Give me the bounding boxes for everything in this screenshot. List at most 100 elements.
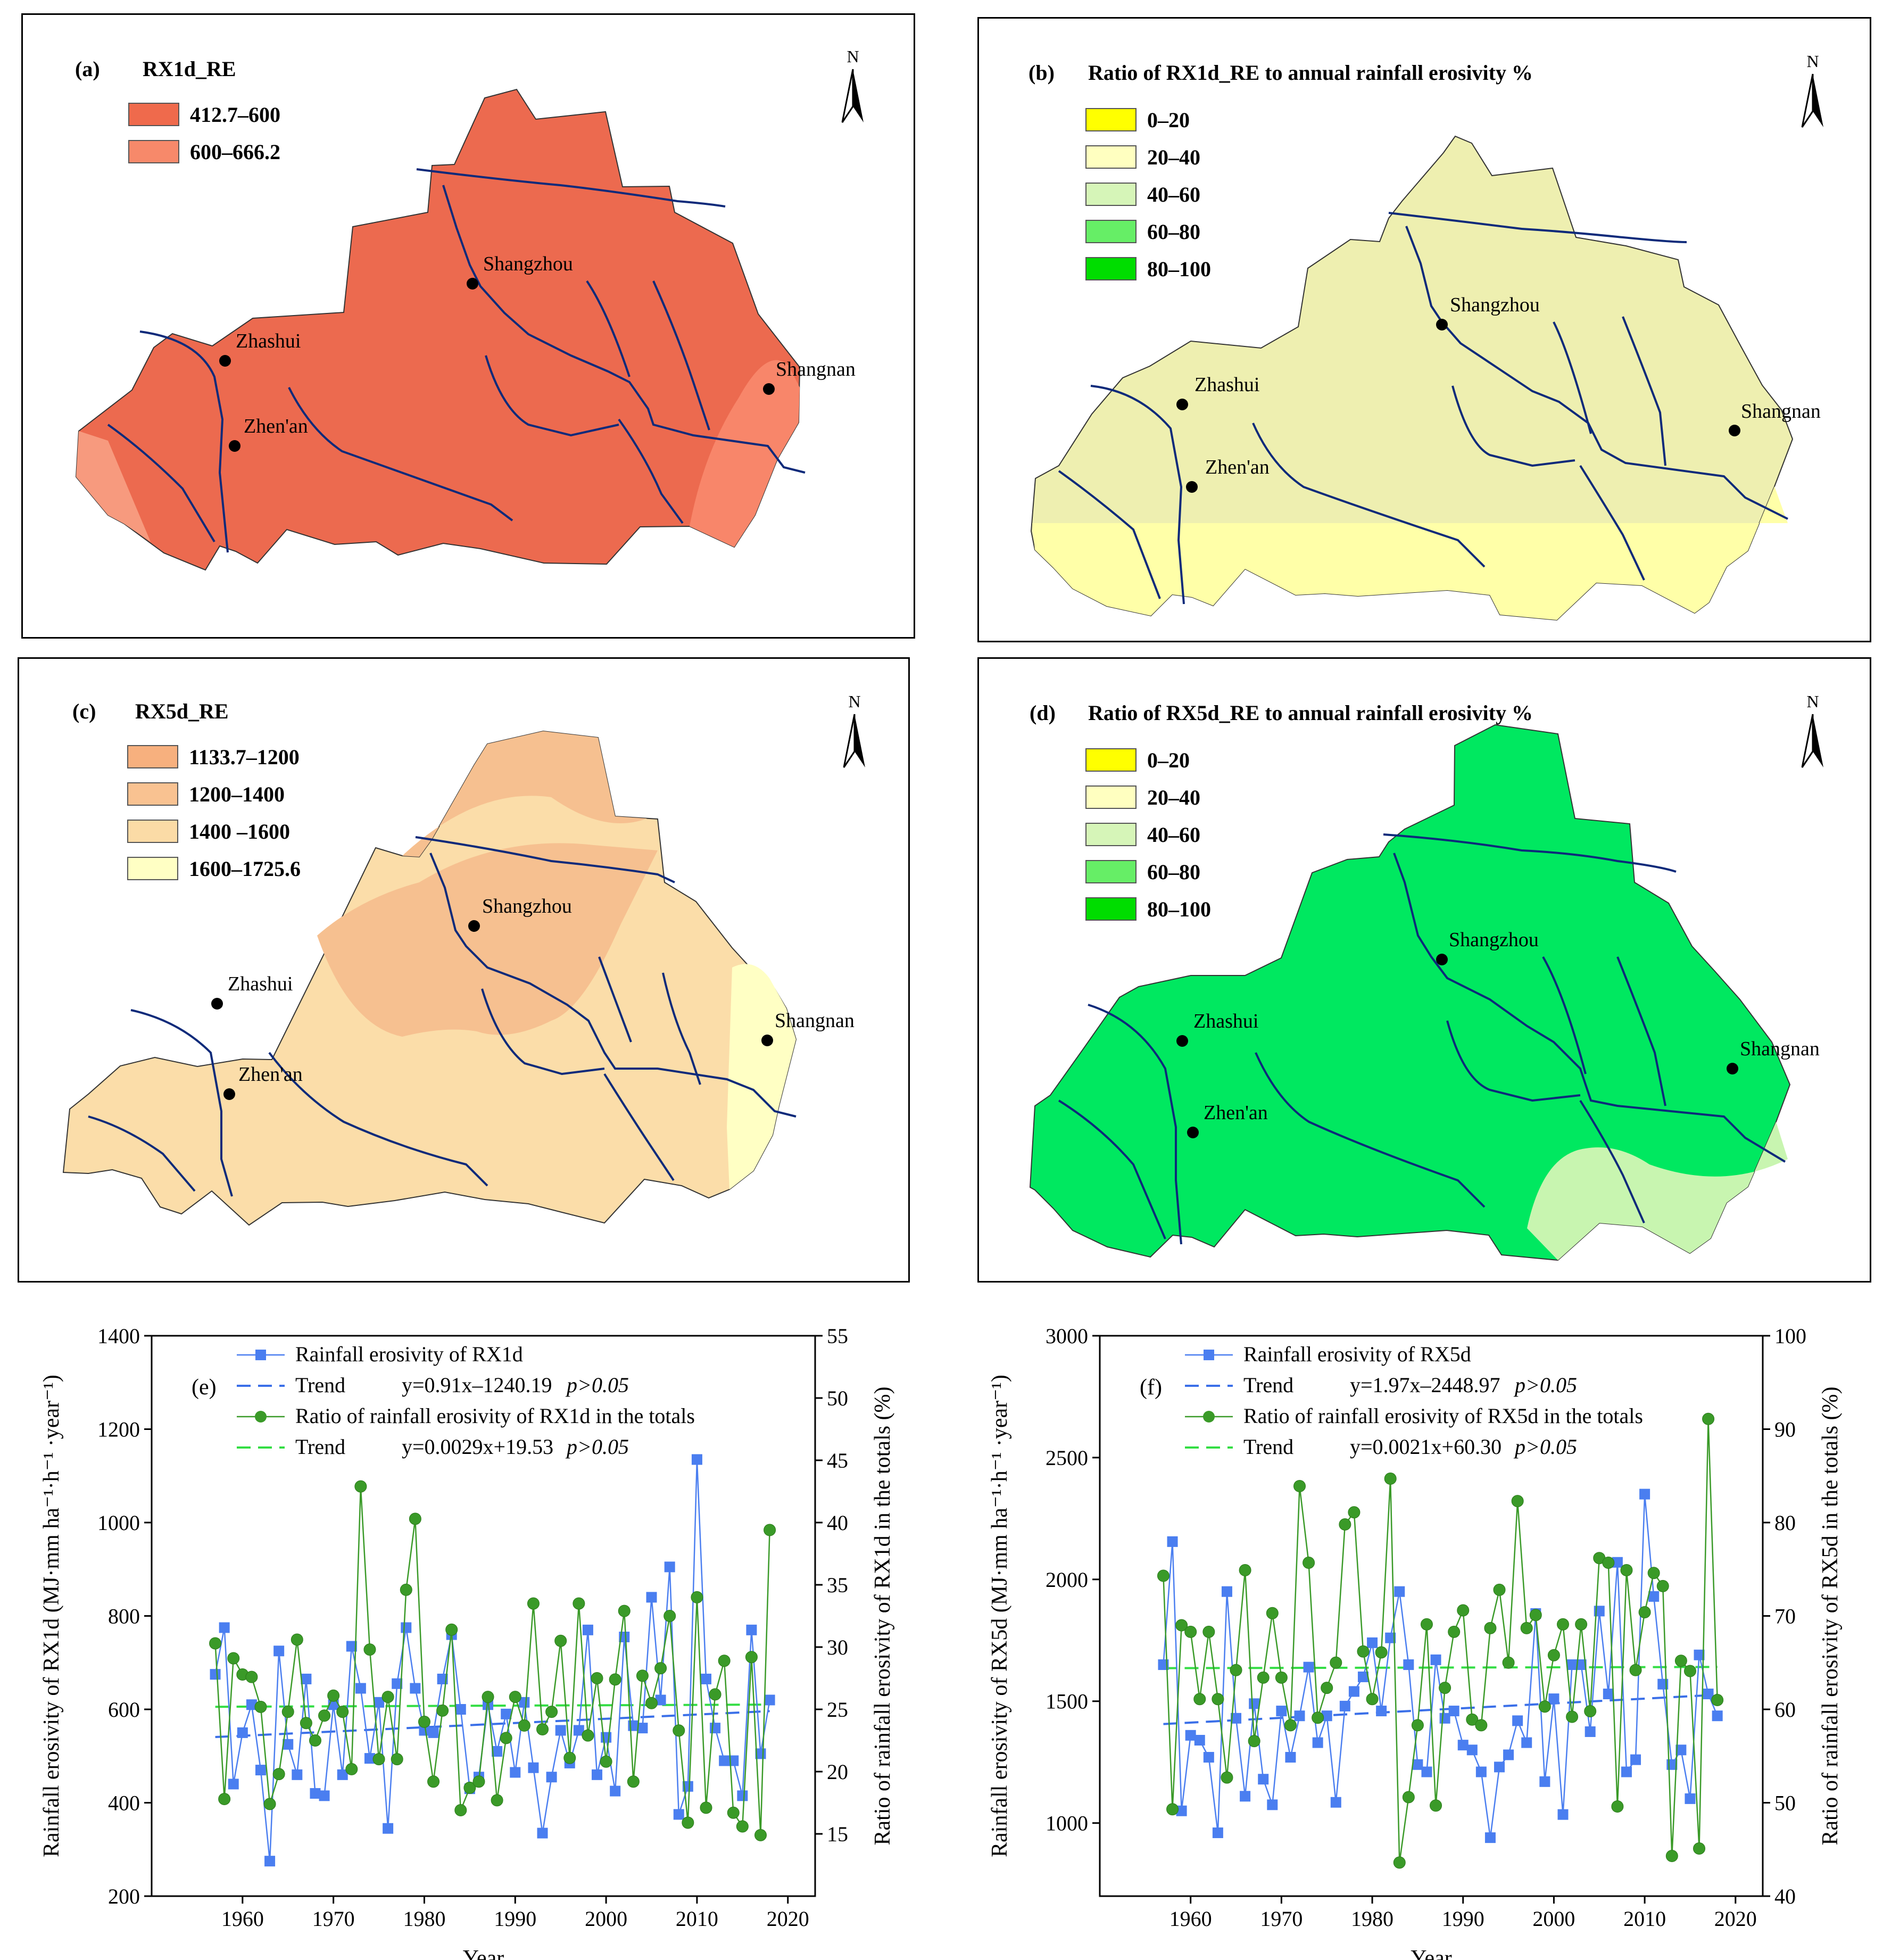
legend-label: Trend <box>295 1373 345 1397</box>
data-point-square <box>419 1725 430 1736</box>
data-point-square <box>346 1641 357 1652</box>
city-zhashui: Zhashui <box>228 973 293 995</box>
x-tick-label: 2020 <box>1714 1907 1757 1931</box>
accent-zone-2 <box>76 431 151 542</box>
data-point-square <box>582 1624 593 1635</box>
legend-swatch <box>127 820 178 843</box>
legend-label: Ratio of rainfall erosivity of RX5d in t… <box>1243 1404 1643 1428</box>
north-label: N <box>1806 52 1819 71</box>
data-point-circle <box>1611 1800 1624 1813</box>
data-point-circle <box>1702 1412 1715 1425</box>
data-point-circle <box>245 1670 258 1683</box>
data-point-circle <box>1330 1656 1342 1669</box>
y-right-axis-label: Ratio of rainfall erosivity of RX5d in t… <box>1818 1387 1843 1846</box>
data-point-square <box>537 1827 548 1839</box>
data-point-square <box>1249 1698 1260 1709</box>
data-point-square <box>1475 1766 1487 1777</box>
data-point-square <box>1312 1737 1323 1748</box>
data-point-circle <box>1257 1671 1270 1684</box>
x-tick-label: 1960 <box>1169 1907 1212 1931</box>
data-point-circle <box>1284 1719 1297 1732</box>
data-point-square <box>1603 1689 1614 1700</box>
panel-label: (d) <box>1030 701 1056 725</box>
legend-item: 600–666.2 <box>128 133 280 170</box>
data-point-square <box>573 1725 584 1736</box>
data-point-circle <box>1511 1495 1524 1508</box>
data-point-square <box>510 1767 521 1778</box>
data-point-circle <box>609 1673 621 1686</box>
data-point-square <box>1339 1700 1350 1711</box>
data-point-circle <box>318 1709 331 1722</box>
legend-item: 1200–1400 <box>127 775 301 813</box>
data-point-circle <box>1638 1606 1651 1618</box>
data-point-square <box>664 1561 675 1573</box>
legend-swatch <box>1085 145 1137 169</box>
city-zhashui: Zhashui <box>1194 374 1259 396</box>
legend-marker <box>1204 1350 1214 1360</box>
legend-label: 1200–1400 <box>189 782 285 806</box>
north-label: N <box>847 47 859 66</box>
data-point-circle <box>1430 1799 1442 1812</box>
map-panel-c: Shangzhou Zhashui Zhen'an Shangnan (c) R… <box>18 657 910 1283</box>
data-point-square <box>1321 1710 1332 1722</box>
data-point-square <box>1448 1706 1459 1717</box>
y-right-tick-label: 55 <box>827 1324 848 1348</box>
data-point-square <box>592 1769 603 1780</box>
chart-f: 1960 1970 1980 1990 2000 2010 2020 1000 1500 2000… <box>988 1324 1843 1960</box>
y-right-axis-label: Ratio of rainfall erosivity of RX1d in t… <box>870 1387 895 1846</box>
data-point-square <box>455 1704 466 1715</box>
data-point-circle <box>636 1669 649 1682</box>
data-point-circle <box>1683 1665 1696 1677</box>
legend-pvalue: p>0.05 <box>565 1435 629 1459</box>
data-point-square <box>1330 1797 1341 1808</box>
data-point-circle <box>482 1691 494 1703</box>
data-point-circle <box>1339 1518 1351 1531</box>
x-tick-label: 2010 <box>676 1907 718 1931</box>
data-point-circle <box>345 1763 358 1775</box>
x-axis-label: Year <box>1411 1946 1451 1960</box>
legend-item: 412.7–600 <box>128 96 280 133</box>
data-point-square <box>310 1788 321 1799</box>
data-point-square <box>737 1790 748 1801</box>
data-point-square <box>701 1673 712 1684</box>
data-point-square <box>1466 1744 1478 1756</box>
x-tick-label: 1960 <box>221 1907 264 1931</box>
data-point-circle <box>354 1480 367 1493</box>
data-point-square <box>1348 1686 1359 1697</box>
accent-zone-3 <box>727 964 796 1189</box>
x-tick-label: 1970 <box>1260 1907 1303 1931</box>
legend-label: 0–20 <box>1147 748 1190 772</box>
data-point-circle <box>718 1655 731 1667</box>
data-point-circle <box>1502 1656 1515 1669</box>
data-point-square <box>1412 1759 1423 1770</box>
legend-item: 0–20 <box>1085 101 1211 138</box>
data-point-square <box>1185 1730 1196 1741</box>
data-point-square <box>1294 1710 1305 1722</box>
data-point-square <box>210 1669 221 1680</box>
north-label: N <box>1806 692 1819 711</box>
y-left-tick-label: 1000 <box>97 1511 140 1535</box>
data-point-circle <box>1230 1664 1242 1676</box>
y-right-tick-label: 20 <box>827 1760 848 1784</box>
legend-label: Rainfall erosivity of RX5d <box>1243 1342 1471 1366</box>
data-point-square <box>1521 1737 1532 1748</box>
accent-zone-2 <box>402 731 647 857</box>
data-point-square <box>1585 1726 1596 1737</box>
data-point-circle <box>500 1732 512 1744</box>
x-tick-label: 1970 <box>312 1907 355 1931</box>
data-point-circle <box>764 1524 776 1536</box>
data-point-circle <box>1293 1480 1306 1493</box>
legend-pvalue: p>0.05 <box>565 1373 629 1397</box>
data-point-circle <box>1384 1473 1397 1485</box>
data-point-square <box>1303 1661 1314 1673</box>
data-point-circle <box>281 1706 294 1718</box>
data-point-square <box>646 1592 657 1603</box>
data-point-square <box>410 1683 421 1694</box>
y-right-tick-label: 40 <box>1774 1884 1796 1908</box>
y-right-tick-label: 60 <box>1774 1698 1796 1722</box>
data-point-square <box>383 1823 394 1834</box>
data-point-circle <box>591 1672 603 1684</box>
data-point-circle <box>454 1804 467 1817</box>
legend-label: 40–60 <box>1147 822 1200 847</box>
legend: 0–20 20–40 40–60 60–80 80–100 <box>1085 101 1211 287</box>
